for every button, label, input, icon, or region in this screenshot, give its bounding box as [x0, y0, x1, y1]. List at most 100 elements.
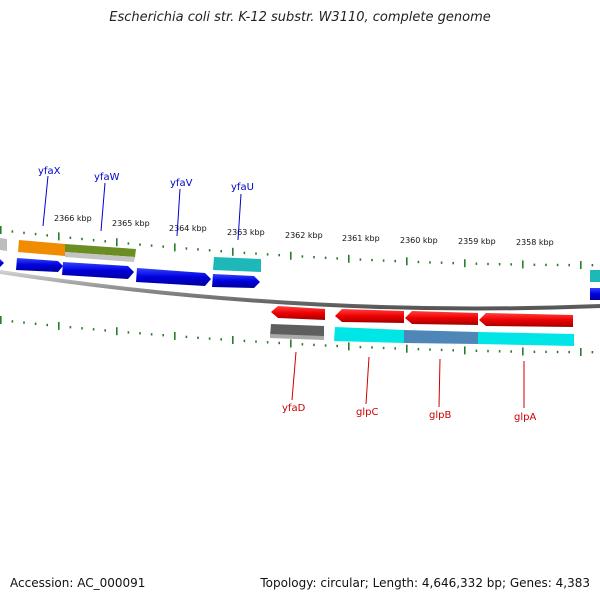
major-tick	[174, 331, 176, 340]
major-tick	[232, 336, 234, 344]
major-tick	[58, 232, 60, 241]
minor-tick	[382, 259, 385, 262]
minor-tick	[243, 339, 246, 343]
minor-tick	[46, 323, 48, 327]
gene-label-yfaV[interactable]: yfaV	[170, 178, 193, 189]
minor-tick	[568, 350, 570, 354]
cds-arrow-forward[interactable]	[212, 274, 260, 288]
minor-tick	[34, 232, 37, 236]
minor-tick	[510, 350, 512, 353]
scale-ticks-outer	[0, 226, 594, 269]
major-tick	[348, 342, 350, 351]
gene-labels-reverse: yfaD glpC glpB glpA	[282, 351, 536, 423]
major-tick	[580, 348, 582, 356]
minor-tick	[568, 263, 570, 267]
gene-label-yfaW[interactable]: yfaW	[94, 172, 120, 183]
scale-ticks-inner	[0, 316, 594, 356]
minor-tick	[11, 320, 14, 323]
cds-arrow-reverse[interactable]	[405, 311, 478, 325]
leader-line	[42, 175, 49, 227]
feature-teal[interactable]	[213, 257, 261, 272]
leader-line	[291, 351, 297, 401]
minor-tick	[243, 251, 246, 255]
leader-line	[438, 358, 441, 408]
minor-tick	[533, 350, 536, 353]
leader-line	[100, 182, 106, 232]
leader-line	[237, 193, 242, 241]
accession-label: Accession: AC_000091	[10, 576, 146, 590]
feature-olive[interactable]	[65, 244, 136, 257]
cds-arrow-forward[interactable]	[16, 258, 63, 272]
minor-tick	[417, 260, 420, 264]
minor-tick	[498, 263, 501, 266]
gene-label-yfaU[interactable]: yfaU	[231, 182, 254, 193]
cds-arrow-forward[interactable]	[590, 288, 600, 300]
minor-tick	[162, 245, 164, 248]
gene-label-glpA[interactable]: glpA	[514, 412, 536, 423]
major-tick	[232, 247, 234, 256]
cds-arrow-reverse[interactable]	[335, 309, 404, 323]
tick-label: 2360 kbp	[400, 236, 438, 245]
minor-tick	[487, 262, 489, 266]
major-tick	[406, 344, 408, 353]
minor-tick	[92, 239, 95, 242]
major-tick	[58, 321, 60, 330]
major-tick	[464, 259, 466, 268]
minor-tick	[208, 337, 211, 340]
gene-label-yfaX[interactable]: yfaX	[38, 166, 61, 177]
major-tick	[464, 346, 466, 355]
minor-tick	[150, 333, 153, 336]
major-tick	[522, 347, 524, 356]
minor-tick	[220, 338, 222, 341]
gene-label-glpC[interactable]: glpC	[356, 407, 378, 418]
cds-arrow-reverse[interactable]	[479, 313, 573, 327]
gene-label-glpB[interactable]: glpB	[429, 410, 451, 421]
minor-tick	[324, 344, 327, 347]
major-tick	[522, 260, 524, 269]
minor-tick	[81, 327, 83, 330]
feature-silver[interactable]	[65, 252, 135, 262]
minor-tick	[266, 253, 269, 256]
cds-arrow-forward[interactable]	[136, 268, 211, 286]
minor-tick	[429, 348, 431, 351]
major-tick	[116, 238, 118, 247]
feature-orange[interactable]	[18, 240, 65, 256]
gene-label-yfaD[interactable]: yfaD	[282, 403, 306, 414]
minor-tick	[313, 343, 315, 347]
minor-tick	[533, 263, 536, 266]
minor-tick	[162, 334, 164, 337]
cds-arrow-reverse[interactable]	[271, 306, 325, 320]
minor-tick	[278, 253, 280, 257]
tick-label: 2365 kbp	[112, 219, 150, 228]
cds-arrow-forward[interactable]	[0, 259, 4, 267]
feature-teal-end[interactable]	[590, 270, 600, 282]
tick-label: 2363 kbp	[227, 228, 265, 237]
feature-gray-light[interactable]	[270, 334, 324, 340]
major-tick	[290, 251, 292, 260]
minor-tick	[104, 329, 106, 332]
cds-arrow-forward[interactable]	[62, 262, 134, 279]
major-tick	[580, 261, 582, 269]
leader-line	[365, 356, 370, 405]
major-tick	[0, 226, 2, 234]
minor-tick	[34, 322, 37, 325]
genome-backbone	[0, 270, 600, 311]
minor-tick	[150, 244, 153, 247]
feature-cyan[interactable]	[334, 327, 404, 343]
minor-tick	[394, 347, 396, 350]
minor-tick	[371, 258, 373, 262]
tick-label: 2364 kbp	[169, 224, 207, 233]
minor-tick	[185, 335, 188, 339]
feature-gray[interactable]	[0, 238, 7, 251]
minor-tick	[591, 264, 594, 267]
leader-line	[176, 188, 181, 237]
feature-steel[interactable]	[404, 330, 478, 344]
minor-tick	[510, 263, 512, 266]
tick-label: 2361 kbp	[342, 234, 380, 243]
minor-tick	[475, 349, 478, 352]
feature-cyan[interactable]	[478, 332, 574, 346]
minor-tick	[46, 234, 48, 237]
minor-tick	[417, 348, 420, 351]
minor-tick	[313, 256, 315, 259]
